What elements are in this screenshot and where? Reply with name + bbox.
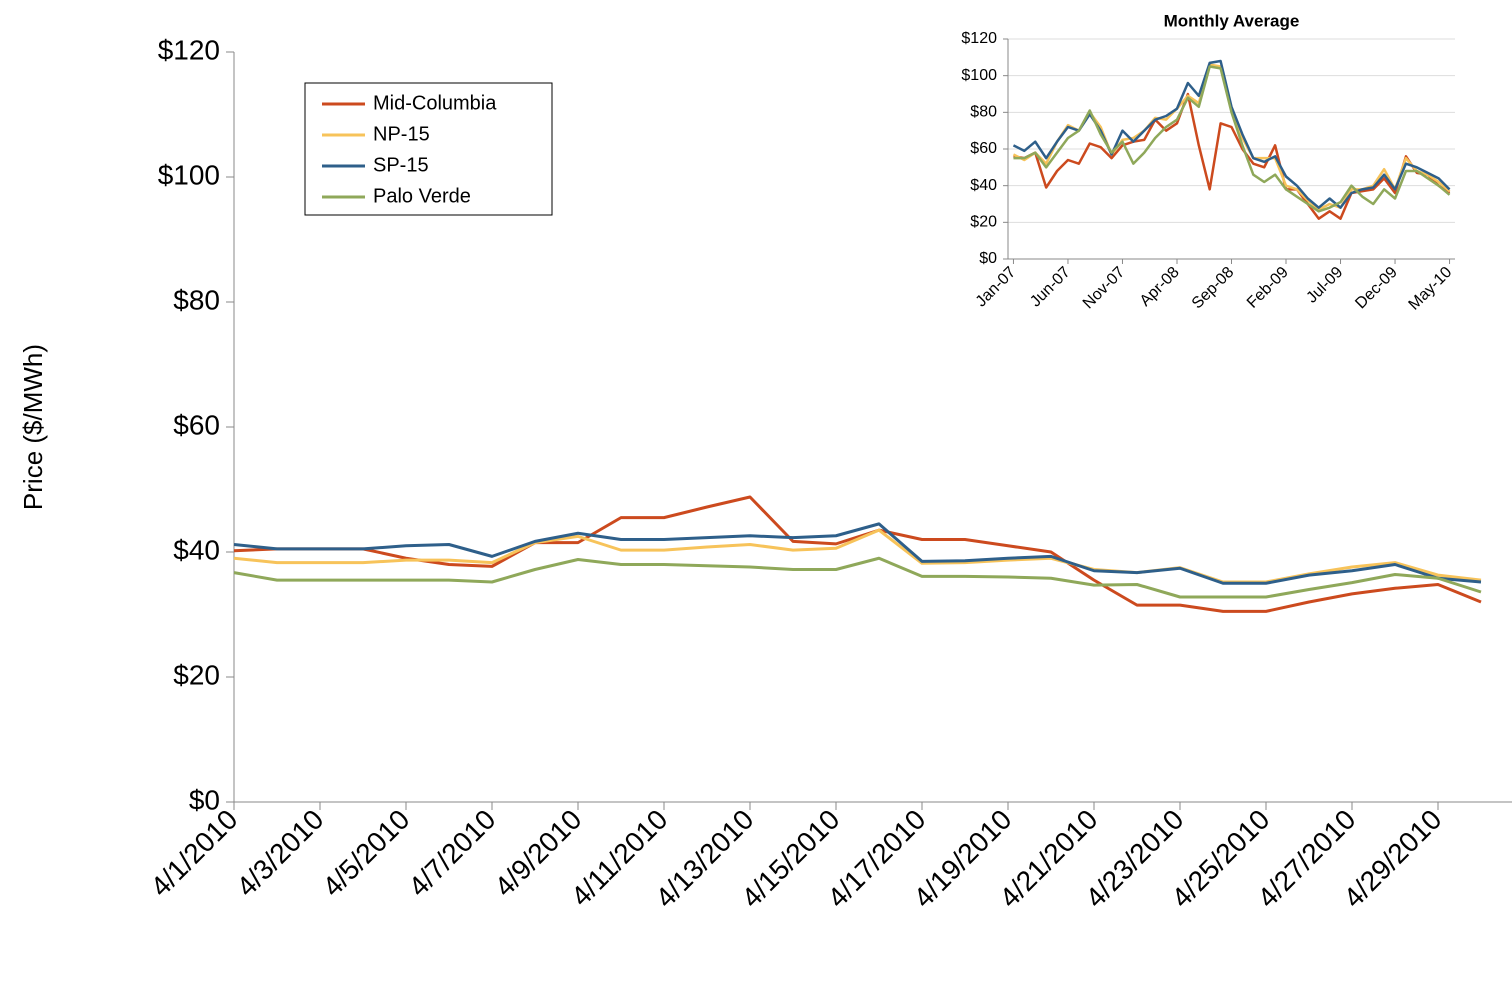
- y-tick-label: $120: [158, 34, 220, 65]
- x-tick-label: Nov-07: [1080, 264, 1129, 313]
- x-tick-label: Jun-07: [1027, 264, 1074, 311]
- x-tick-label: 4/1/2010: [144, 804, 243, 903]
- y-tick-label: $60: [173, 409, 220, 440]
- y-tick-label: $60: [970, 140, 997, 157]
- legend-label: NP-15: [373, 123, 430, 145]
- y-tick-label: $20: [173, 659, 220, 690]
- y-tick-label: $100: [961, 67, 997, 84]
- x-tick-label: Apr-08: [1137, 264, 1183, 310]
- x-tick-label: Dec-09: [1352, 264, 1401, 313]
- legend-label: SP-15: [373, 154, 429, 176]
- y-tick-label: $120: [961, 30, 997, 47]
- series-line: [1013, 92, 1451, 220]
- y-tick-label: $100: [158, 159, 220, 190]
- series-line: [233, 556, 1482, 599]
- x-tick-label: Sep-08: [1189, 264, 1238, 313]
- x-tick-label: May-10: [1406, 264, 1456, 314]
- series-line: [1013, 65, 1451, 213]
- x-tick-label: 4/3/2010: [230, 804, 329, 903]
- x-tick-label: 4/5/2010: [316, 804, 415, 903]
- y-tick-label: $0: [979, 250, 997, 267]
- y-axis-label: Price ($/MWh): [18, 344, 48, 510]
- series-line: [1012, 63, 1451, 211]
- y-tick-label: $0: [189, 784, 220, 815]
- y-tick-label: $80: [173, 284, 220, 315]
- series-line: [233, 495, 1482, 613]
- x-tick-label: Feb-09: [1244, 264, 1292, 312]
- y-tick-label: $80: [970, 104, 997, 121]
- y-tick-label: $40: [173, 534, 220, 565]
- legend-label: Palo Verde: [373, 185, 471, 207]
- x-tick-label: Jan-07: [973, 264, 1020, 311]
- legend-label: Mid-Columbia: [373, 92, 497, 114]
- y-tick-label: $20: [970, 214, 997, 231]
- series-line: [233, 522, 1482, 585]
- x-tick-label: 4/7/2010: [402, 804, 501, 903]
- y-tick-label: $40: [970, 177, 997, 194]
- x-tick-label: Jul-09: [1304, 264, 1347, 307]
- chart-title: Monthly Average: [1164, 11, 1300, 30]
- series-line: [233, 528, 1482, 584]
